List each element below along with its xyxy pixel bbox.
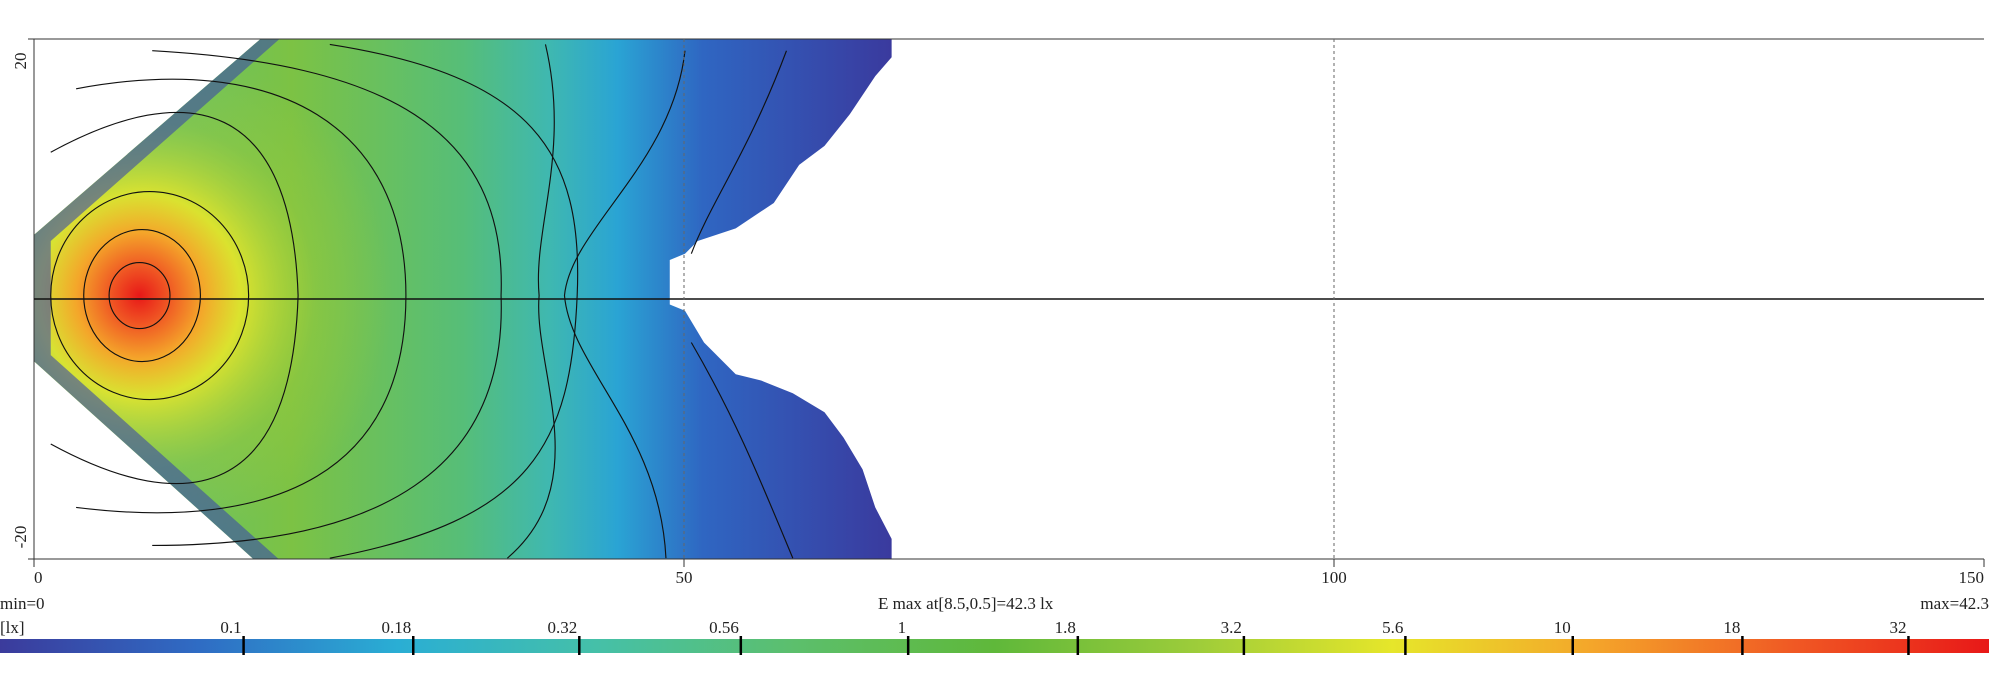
unit-label: [lx] xyxy=(0,618,25,637)
colorbar-tick-label: 0.1 xyxy=(220,618,241,637)
min-label: min=0 xyxy=(0,594,45,613)
colorbar-tick-label: 0.32 xyxy=(548,618,578,637)
colorbar-tick-label: 10 xyxy=(1554,618,1571,637)
x-tick-label: 50 xyxy=(676,568,693,587)
colorbar-tick-label: 1 xyxy=(898,618,907,637)
colorbar-tick-label: 0.56 xyxy=(709,618,739,637)
colorbar-tick-label: 1.8 xyxy=(1055,618,1076,637)
field xyxy=(34,39,892,560)
x-tick-label: 100 xyxy=(1321,568,1347,587)
annotation: E max at[8.5,0.5]=42.3 lx xyxy=(878,594,1054,613)
colorbar xyxy=(0,639,1989,653)
colorbar-tick-label: 18 xyxy=(1723,618,1740,637)
x-tick-label: 0 xyxy=(34,568,43,587)
x-tick-label: 150 xyxy=(1959,568,1985,587)
y-tick-label: -20 xyxy=(11,526,30,549)
y-tick-label: 20 xyxy=(11,53,30,70)
colorbar-tick-label: 3.2 xyxy=(1221,618,1242,637)
colorbar-tick-label: 32 xyxy=(1889,618,1906,637)
colorbar-tick-label: 0.18 xyxy=(381,618,411,637)
colorbar-tick-label: 5.6 xyxy=(1382,618,1403,637)
max-label: max=42.3 xyxy=(1920,594,1989,613)
